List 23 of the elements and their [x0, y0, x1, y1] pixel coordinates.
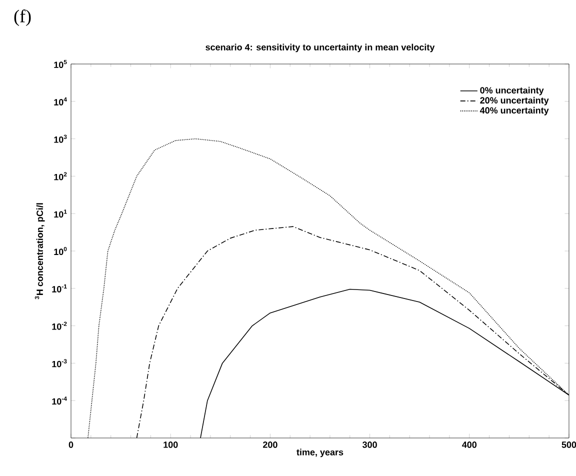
- y-tick-label: 10$^{4}$: [54, 97, 67, 106]
- y-tick-label: 10$^{-2}$: [52, 322, 67, 330]
- y-tick-label: 10$^{-4}$: [52, 396, 67, 405]
- legend-label: 40% uncertainty: [480, 106, 549, 116]
- y-tick-label: 10$^{5}$: [54, 60, 67, 68]
- chart-title: scenario 4: sensitivity to uncertainty in mean velocity: [206, 44, 435, 52]
- y-tick-label: 10$^{3}$: [54, 134, 67, 143]
- y-tick-label: 10$^{-1}$: [52, 284, 67, 292]
- x-tick-label: 200: [263, 442, 278, 448]
- text: (f): [14, 10, 31, 26]
- x-tick-label: 500: [562, 442, 576, 448]
- x-axis-title: time, years: [296, 448, 344, 458]
- y-tick-label: 10$^{2}$: [54, 172, 67, 180]
- legend-label: 20% uncertainty: [480, 96, 549, 106]
- legend-label: 0% uncertainty: [480, 86, 544, 96]
- y-tick-label: 10$^{-3}$: [52, 359, 67, 368]
- y-tick-label: 10$^{0}$: [54, 246, 67, 256]
- x-tick-label: 0: [68, 442, 74, 448]
- y-axis-title: $^{3}$H concentration, pCi/l: [34, 203, 45, 300]
- x-tick-label: 300: [362, 442, 377, 448]
- x-tick-label: 400: [462, 442, 477, 448]
- y-tick-label: 10$^{1}$: [54, 210, 67, 218]
- x-tick-label: 100: [164, 442, 178, 448]
